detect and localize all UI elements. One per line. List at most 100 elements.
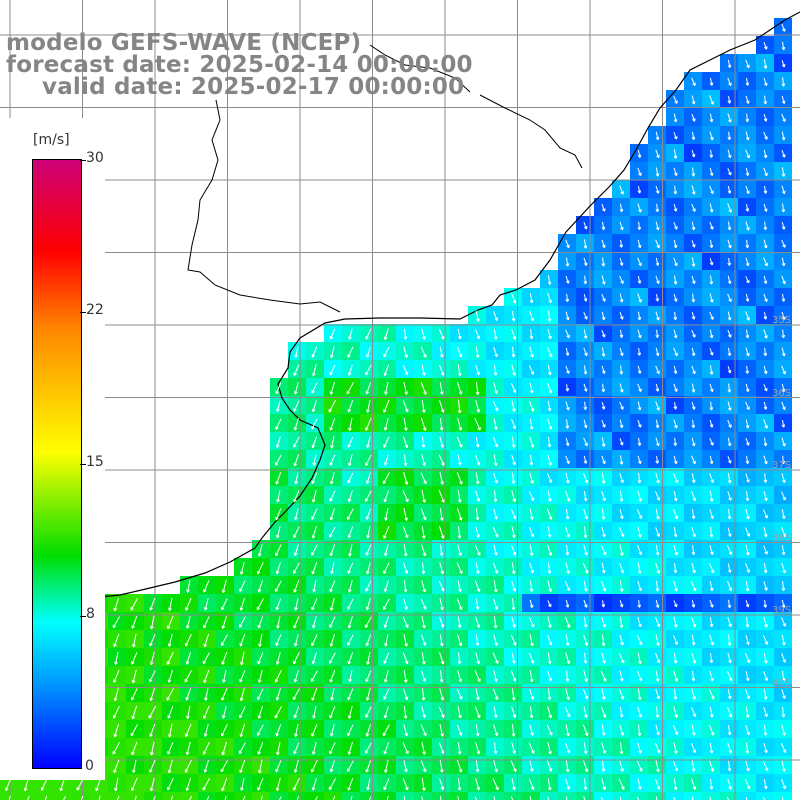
wind-arrow-head xyxy=(727,65,731,68)
wind-arrow-head xyxy=(746,696,750,700)
wind-arrow xyxy=(366,687,371,701)
wind-arrow xyxy=(383,399,390,413)
wind-arrow-head xyxy=(150,751,152,756)
wind-arrow xyxy=(529,346,534,358)
wind-arrow-head xyxy=(441,336,444,340)
wind-arrow-head xyxy=(566,245,570,249)
wind-arrow-head xyxy=(746,479,750,483)
wind-arrow xyxy=(148,705,157,719)
wind-arrow xyxy=(547,616,551,628)
wind-arrow-head xyxy=(691,551,695,556)
wind-arrow xyxy=(728,96,731,104)
wind-arrow-head xyxy=(763,209,767,212)
wind-arrow xyxy=(312,400,317,412)
wind-arrow-head xyxy=(745,137,749,141)
wind-arrow-head xyxy=(656,480,659,484)
wind-arrow-head xyxy=(311,787,314,791)
wind-arrow xyxy=(727,617,732,627)
wind-arrow xyxy=(260,795,263,800)
wind-arrow xyxy=(763,545,768,555)
wind-arrow xyxy=(727,706,732,718)
wind-arrow-head xyxy=(405,625,409,628)
wind-arrow-head xyxy=(403,427,407,431)
wind-arrow xyxy=(691,185,695,195)
wind-arrow xyxy=(781,150,786,158)
wind-arrow xyxy=(601,490,606,501)
wind-arrow xyxy=(691,634,695,646)
wind-arrow xyxy=(781,311,785,320)
wind-arrow-head xyxy=(655,714,659,718)
wind-arrow xyxy=(275,508,282,521)
wind-arrow-head xyxy=(655,353,659,357)
wind-arrow xyxy=(763,59,767,69)
wind-arrow-head xyxy=(403,462,407,466)
wind-arrow xyxy=(366,634,372,646)
wind-arrow xyxy=(674,437,677,446)
wind-arrow xyxy=(347,472,354,484)
wind-arrow xyxy=(475,562,479,574)
wind-arrow-head xyxy=(458,679,462,683)
wind-arrow-head xyxy=(384,769,386,773)
wind-arrow xyxy=(781,347,785,357)
wind-arrow-head xyxy=(782,497,786,501)
wind-arrow xyxy=(403,580,407,593)
wind-arrow-head xyxy=(728,552,732,555)
wind-arrow-head xyxy=(619,714,623,718)
wind-arrow xyxy=(763,743,768,753)
wind-arrow xyxy=(619,634,624,646)
colorbar xyxy=(32,159,82,769)
wind-arrow-head xyxy=(745,588,749,592)
wind-arrow xyxy=(637,419,642,428)
wind-arrow-head xyxy=(439,427,443,431)
wind-arrow-head xyxy=(746,732,750,736)
wind-arrow xyxy=(709,131,714,141)
wind-arrow xyxy=(763,616,768,628)
wind-arrow-head xyxy=(366,535,369,539)
wind-arrow xyxy=(547,634,552,646)
wind-arrow xyxy=(673,204,677,212)
wind-arrow xyxy=(600,580,606,592)
wind-arrow xyxy=(745,437,750,446)
wind-arrow-head xyxy=(530,444,534,448)
wind-arrow-head xyxy=(583,498,587,502)
wind-arrow xyxy=(403,471,408,485)
wind-arrow-head xyxy=(620,191,624,195)
wind-arrow-head xyxy=(114,787,116,792)
wind-arrow-head xyxy=(620,281,624,284)
wind-arrow-head xyxy=(782,768,785,772)
wind-arrow xyxy=(510,760,517,772)
wind-arrow xyxy=(709,760,714,772)
wind-arrow-head xyxy=(602,751,606,754)
wind-arrow xyxy=(618,652,625,664)
wind-arrow-head xyxy=(257,553,260,557)
wind-arrow xyxy=(438,742,444,754)
wind-arrow xyxy=(565,311,569,321)
wind-arrow xyxy=(781,491,786,501)
wind-arrow xyxy=(727,599,731,608)
wind-arrow-head xyxy=(347,589,350,593)
wind-arrow-head xyxy=(457,336,461,340)
wind-arrow xyxy=(332,795,336,800)
wind-arrow-head xyxy=(565,280,569,284)
wind-arrow-head xyxy=(728,209,732,213)
wind-arrow xyxy=(619,438,624,446)
wind-arrow-head xyxy=(493,552,497,556)
wind-arrow-head xyxy=(566,570,570,574)
wind-arrow xyxy=(421,399,425,413)
wind-arrow xyxy=(529,634,533,646)
wind-arrow-head xyxy=(494,678,497,682)
wind-arrow xyxy=(744,653,750,663)
wind-arrow-head xyxy=(383,336,386,340)
wind-arrow-head xyxy=(493,372,497,376)
wind-arrow-head xyxy=(781,353,785,357)
wind-arrow xyxy=(275,634,282,646)
wind-arrow xyxy=(403,724,408,736)
wind-arrow xyxy=(709,293,713,303)
wind-arrow xyxy=(330,633,335,647)
wind-arrow xyxy=(8,795,11,800)
wind-arrow xyxy=(564,490,570,502)
wind-arrow xyxy=(764,600,766,608)
wind-arrow xyxy=(402,742,409,755)
wind-arrow-head xyxy=(638,335,641,339)
wind-arrow xyxy=(295,598,299,611)
